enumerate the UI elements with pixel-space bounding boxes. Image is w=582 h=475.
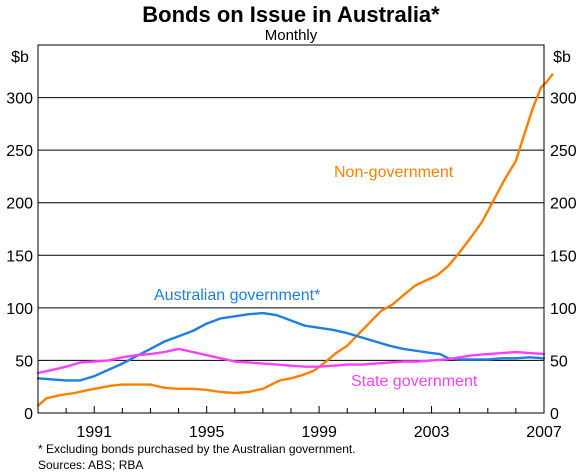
y-tick-label-right: 100 xyxy=(550,301,577,318)
x-tick-label-1995: 1995 xyxy=(189,424,225,441)
tick-marks xyxy=(37,406,545,413)
y-tick-label-right: 300 xyxy=(550,91,577,108)
y-tick-label-left: 200 xyxy=(6,196,33,213)
footnote-exclusion: * Excluding bonds purchased by the Austr… xyxy=(38,442,356,456)
x-tick-label-2003: 2003 xyxy=(414,424,450,441)
y-tick-label-left: 300 xyxy=(6,91,33,108)
y-tick-label-left: 150 xyxy=(6,248,33,265)
x-axis-labels: 1991 1995 1999 2003 2007 xyxy=(76,424,561,441)
y-tick-label-right: 0 xyxy=(550,406,559,423)
y-unit-right: $b xyxy=(553,49,571,66)
y-tick-label-right: 250 xyxy=(550,143,577,160)
y-tick-label-right: 200 xyxy=(550,196,577,213)
x-tick-label-1991: 1991 xyxy=(76,424,112,441)
y-axis-right-labels: 0 50 100 150 200 250 300 xyxy=(550,91,577,423)
y-tick-label-left: 50 xyxy=(15,353,33,370)
series-line-non-government xyxy=(36,73,554,407)
label-non-government: Non-government xyxy=(334,164,454,181)
y-tick-label-right: 150 xyxy=(550,248,577,265)
y-tick-label-left: 100 xyxy=(6,301,33,318)
footnote-sources: Sources: ABS; RBA xyxy=(38,458,143,472)
x-tick-label-2007: 2007 xyxy=(526,424,562,441)
x-tick-label-1999: 1999 xyxy=(301,424,337,441)
y-axis-left-labels: 0 50 100 150 200 250 300 xyxy=(6,91,33,423)
chart-title: Bonds on Issue in Australia* xyxy=(142,2,440,27)
series-line-australian-government xyxy=(36,311,546,382)
chart-subtitle: Monthly xyxy=(265,27,318,44)
label-state-government: State government xyxy=(351,373,478,390)
label-australian-government: Australian government* xyxy=(154,287,320,304)
y-tick-label-left: 0 xyxy=(24,406,33,423)
y-tick-label-right: 50 xyxy=(550,353,568,370)
y-tick-label-left: 250 xyxy=(6,143,33,160)
series-line-state-government xyxy=(36,347,546,375)
plot-frame xyxy=(37,44,545,414)
series-layer xyxy=(36,73,554,407)
y-unit-left: $b xyxy=(11,49,29,66)
